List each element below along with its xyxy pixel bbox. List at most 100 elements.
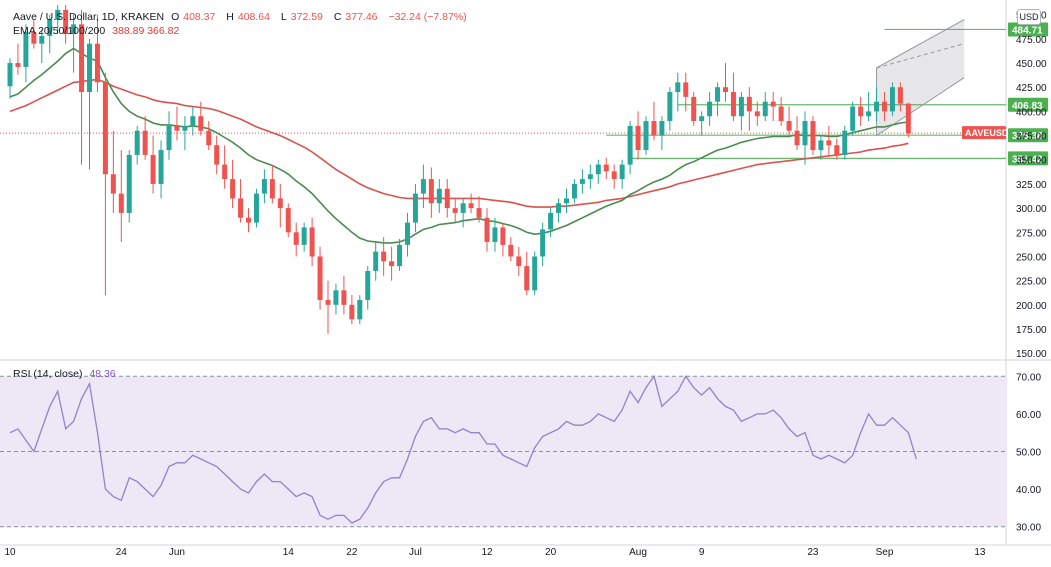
candle-body [802, 121, 808, 146]
ema-values: 388.89 366.82 [112, 25, 180, 37]
level-label: 406.83 [1012, 101, 1043, 112]
candle [238, 179, 244, 223]
time-tick-label: 14 [283, 547, 295, 558]
ema50-line [9, 78, 909, 208]
candle-body [31, 32, 37, 44]
level-badge [1008, 97, 1048, 112]
candle [643, 116, 649, 155]
candle-body [723, 87, 728, 93]
candle-body [778, 106, 784, 122]
candle-body [55, 9, 61, 20]
candle [246, 208, 251, 233]
level-label: 351.42 [1012, 154, 1043, 165]
level-badge [1008, 128, 1048, 143]
rsi-line [9, 374, 917, 524]
candle-body [460, 203, 466, 213]
rsi-axis[interactable]: 30.00 40.00 50.00 60.00 70.00 [1016, 372, 1041, 533]
candle-body [699, 116, 705, 122]
candle-body [246, 217, 251, 223]
candle [39, 29, 45, 64]
candle [651, 101, 657, 141]
candle [110, 130, 116, 213]
candle-body [754, 111, 760, 117]
price-tick-label: 325.00 [1016, 180, 1047, 191]
candle [500, 222, 506, 257]
candle [834, 138, 840, 160]
price-tick-label: 425.00 [1016, 83, 1047, 94]
candle-body [158, 150, 164, 184]
time-axis[interactable]: 10 24 Jun 14 22 Jul 12 20 Aug 9 23 Sep 13 [4, 547, 985, 558]
candle-body [850, 106, 856, 131]
candle [627, 121, 633, 175]
candle-body [230, 179, 236, 199]
candle [31, 19, 37, 49]
candle [540, 222, 546, 267]
candle-body [261, 179, 267, 194]
candle-body [190, 116, 196, 126]
candle [397, 239, 403, 271]
candle-body [301, 227, 307, 245]
candle-body [452, 208, 458, 213]
time-tick-label: 23 [807, 547, 819, 558]
candle-body [643, 121, 649, 151]
candle-body [436, 188, 442, 204]
candle [428, 167, 434, 218]
candle-body [595, 164, 601, 175]
candle [786, 106, 792, 136]
candle-body [253, 193, 259, 223]
candle-body [826, 140, 832, 146]
candle [595, 159, 601, 184]
candle [778, 96, 784, 126]
rsi-tick-label: 70.00 [1016, 372, 1041, 383]
low-value: 372.59 [290, 11, 323, 23]
close-value: 377.46 [345, 11, 378, 23]
candle [508, 237, 514, 262]
symbol-title: Aave / U.S. Dollar, 1D, KRAKEN [13, 11, 165, 23]
price-axis[interactable]: 150.00 175.00 200.00 225.00 250.00 275.00 300.… [1016, 11, 1047, 360]
price-tick-label: 375.00 [1016, 132, 1047, 143]
candle-body [15, 63, 21, 67]
candle-body [675, 82, 681, 93]
candle-body [373, 251, 379, 271]
candle [325, 280, 331, 334]
candle-body [341, 290, 347, 305]
candle [63, 5, 69, 44]
price-channel-drawing[interactable] [876, 19, 965, 136]
candle [277, 183, 283, 228]
candle-body [571, 183, 577, 199]
candle-body [627, 125, 633, 165]
candle-body [532, 256, 538, 291]
candle [118, 150, 124, 242]
price-tick-label: 350.00 [1016, 156, 1047, 167]
candle-body [818, 140, 824, 151]
candle-body [63, 9, 69, 35]
candle [548, 208, 554, 238]
candle [55, 5, 61, 35]
candle [619, 159, 625, 189]
candle [389, 246, 395, 281]
candle [492, 217, 498, 252]
candle [309, 217, 315, 267]
rsi-value: 48.36 [89, 368, 116, 380]
candle [341, 275, 347, 315]
candle-body [889, 87, 895, 112]
candle-body [444, 188, 450, 209]
price-legend: Aave / U.S. Dollar, 1D, KRAKEN O 408.37 H… [13, 11, 471, 23]
candle-body [540, 229, 546, 257]
candle [452, 198, 458, 223]
candle-body [23, 32, 29, 67]
price-tick-label: 150.00 [1016, 349, 1047, 360]
candle [357, 295, 363, 325]
candle-body [285, 208, 291, 233]
ema-lines [9, 47, 909, 244]
candle-body [762, 101, 768, 117]
candle-body [683, 82, 689, 97]
candle-body [389, 261, 395, 267]
candle-body [365, 270, 371, 300]
candle [611, 164, 617, 189]
currency-badge[interactable]: USD [1017, 9, 1041, 25]
change-value: −32.24 (−7.87%) [388, 11, 467, 23]
candle [826, 125, 832, 155]
candle [667, 87, 673, 131]
